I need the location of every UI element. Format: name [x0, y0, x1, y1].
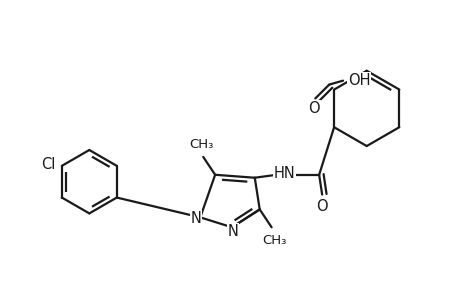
- Text: CH₃: CH₃: [262, 234, 286, 247]
- Text: N: N: [190, 211, 202, 226]
- Text: CH₃: CH₃: [189, 138, 213, 151]
- Text: O: O: [308, 101, 319, 116]
- Text: OH: OH: [347, 73, 369, 88]
- Text: O: O: [316, 199, 327, 214]
- Text: HN: HN: [273, 166, 295, 181]
- Text: Cl: Cl: [41, 158, 55, 172]
- Text: N: N: [227, 224, 238, 239]
